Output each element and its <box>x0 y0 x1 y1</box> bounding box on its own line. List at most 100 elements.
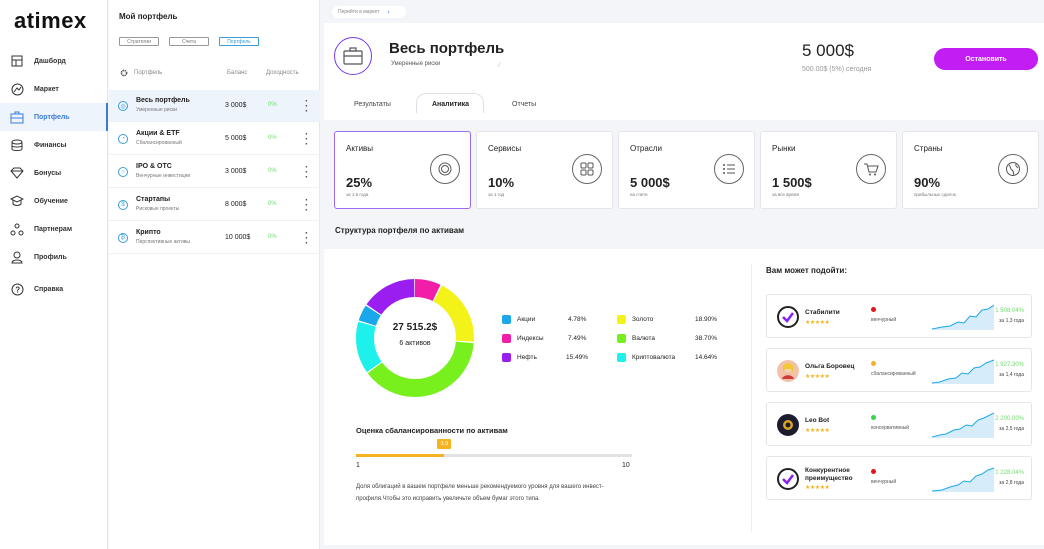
stop-button[interactable]: Остановить <box>934 48 1038 70</box>
nav-item-finance[interactable]: Финансы <box>0 131 108 159</box>
portfolio-change: 500.00$ (5%) сегодня <box>802 66 872 73</box>
legend-value: 7.49% <box>568 335 587 342</box>
card-sub: на счете <box>630 192 648 197</box>
chevron-right-icon: › <box>387 8 390 16</box>
suggestion-period: за 1,4 года <box>999 372 1024 378</box>
nav-item-dashboard[interactable]: Дашборд <box>0 47 108 75</box>
stat-card-industries[interactable]: Отрасли 5 000$ на счете <box>618 131 755 209</box>
list-icon <box>714 154 744 184</box>
coins-icon <box>10 138 24 152</box>
sparkline-chart <box>932 467 994 492</box>
card-value: 5 000$ <box>630 175 670 190</box>
nav-item-help[interactable]: ? Справка <box>0 275 108 303</box>
nav-item-profile[interactable]: Профиль <box>0 243 108 271</box>
stat-card-assets[interactable]: Активы 25% за 1.6 года <box>334 131 471 209</box>
structure-title: Структура портфеля по активам <box>335 226 465 235</box>
nav-item-learning[interactable]: Обучение <box>0 187 108 215</box>
legend-value: 15.49% <box>566 354 589 361</box>
more-icon[interactable]: · · · <box>305 228 309 249</box>
nav-item-market[interactable]: Маркет <box>0 75 108 103</box>
nav-item-partners[interactable]: Партнерам <box>0 215 108 243</box>
rating-stars: ★★★★★ <box>805 485 830 491</box>
legend-label: Нефть <box>517 354 537 361</box>
briefcase-icon <box>10 110 24 124</box>
suggestion-return: 1 927.30% <box>995 362 1024 368</box>
tab-analytics[interactable]: Аналитика <box>432 101 470 108</box>
logo[interactable]: atimex <box>14 8 87 33</box>
stat-card-countries[interactable]: Страны 90% прибыльных сделок <box>902 131 1039 209</box>
stat-card-services[interactable]: Сервисы 10% за 1 год <box>476 131 613 209</box>
divider <box>751 264 752 532</box>
suggestion-card[interactable]: Ольга Боровец ★★★★★ сбалансированный 1 9… <box>766 348 1032 392</box>
strategy-logo-icon <box>777 468 799 490</box>
nav-item-label: Маркет <box>34 85 59 93</box>
nav-item-portfolio[interactable]: Портфель <box>0 103 108 131</box>
donut-segment <box>356 279 474 397</box>
legend-value: 4.78% <box>568 316 587 323</box>
legend-item: Валюта <box>617 334 655 343</box>
stat-card-markets[interactable]: Рынки 1 500$ за все время <box>760 131 897 209</box>
portfolio-sub: Сбалансированный <box>136 140 182 146</box>
portfolio-row[interactable]: ₿ Крипто Перспективные активы 10 000$ 0%… <box>109 222 320 254</box>
goto-market-link[interactable]: Перейти в маркет › <box>332 6 406 18</box>
suggestion-card[interactable]: Конкурентное преимущество ★★★★★ венчурны… <box>766 456 1032 500</box>
portfolio-balance: 5 000$ <box>225 135 247 142</box>
globe-icon <box>998 154 1028 184</box>
portfolio-sub: Рисковые проекты <box>136 206 180 212</box>
user-icon <box>10 250 24 264</box>
portfolio-row[interactable]: ◎ Весь портфель Умеренные риски 3 000$ 0… <box>109 90 320 122</box>
legend-value: 14.64% <box>695 354 718 361</box>
risk-dot <box>871 415 876 420</box>
legend-label: Криптовалюта <box>632 354 676 361</box>
legend-item: Золото <box>617 315 653 324</box>
more-icon[interactable]: · · · <box>305 162 309 183</box>
settings-icon[interactable] <box>120 69 128 79</box>
portfolio-row[interactable]: ◔ Акции & ETF Сбалансированный 5 000$ 0%… <box>109 123 320 155</box>
legend-item: Акции <box>502 315 535 324</box>
card-sub: за 1.6 года <box>346 192 369 197</box>
more-icon[interactable]: · · · <box>305 129 309 150</box>
sparkline-chart <box>932 412 994 438</box>
tab-reports[interactable]: Отчеты <box>512 101 537 108</box>
portfolio-sub: Венчурные инвестиции <box>136 173 191 179</box>
suggestion-name: Стабилити <box>805 309 840 316</box>
filter-portfolio[interactable]: Портфель <box>219 37 259 46</box>
nav-item-label: Обучение <box>34 197 68 205</box>
scale-min: 1 <box>356 462 360 469</box>
card-value: 10% <box>488 175 515 190</box>
edit-icon[interactable]: ⁄ <box>499 62 501 69</box>
portfolio-icon: ○ <box>118 167 128 177</box>
legend-swatch <box>617 353 626 362</box>
avatar <box>777 360 799 382</box>
legend-label: Валюта <box>632 335 655 342</box>
portfolio-sub: Умеренные риски <box>136 107 178 113</box>
filter-strategies[interactable]: Стратегии <box>119 37 159 46</box>
tab-results[interactable]: Результаты <box>354 101 391 108</box>
risk-dot <box>871 469 876 474</box>
portfolio-yield: 0% <box>268 234 277 240</box>
page-subtitle: Умеренные риски <box>391 61 441 67</box>
portfolio-icon: ◔ <box>118 134 128 144</box>
portfolio-list-panel: Мой портфель Стратегии Счета Портфель По… <box>109 0 320 549</box>
strategy-logo-icon <box>777 306 799 328</box>
portfolio-row[interactable]: ○ IPO & OTC Венчурные инвестиции 3 000$ … <box>109 156 320 188</box>
more-icon[interactable]: · · · <box>305 96 309 117</box>
portfolio-name: Весь портфель <box>136 97 190 104</box>
suggestion-card[interactable]: Leo Bot ★★★★★ консервативный 2 200.00% з… <box>766 402 1032 446</box>
nav-item-bonuses[interactable]: Бонусы <box>0 159 108 187</box>
legend-item: Криптовалюта <box>617 353 675 362</box>
portfolio-value: 5 000$ <box>802 41 854 60</box>
nav-item-label: Партнерам <box>34 225 73 233</box>
suggestion-card[interactable]: Стабилити ★★★★★ венчурный 1 508.04% за 1… <box>766 294 1032 338</box>
donut-segment <box>356 279 474 397</box>
portfolio-row[interactable]: $ Стартапы Рисковые проекты 8 000$ 0% · ·… <box>109 189 320 221</box>
active-tab-outline <box>416 93 484 113</box>
cart-icon <box>856 154 886 184</box>
nav-item-label: Дашборд <box>34 57 66 65</box>
portfolio-sub: Перспективные активы <box>136 239 191 245</box>
balance-note: Доля облигаций в вашем портфеле меньше р… <box>356 484 604 502</box>
portfolio-balance: 10 000$ <box>225 234 251 241</box>
filter-accounts[interactable]: Счета <box>169 37 209 46</box>
legend-swatch <box>502 315 511 324</box>
more-icon[interactable]: · · · <box>305 195 309 216</box>
